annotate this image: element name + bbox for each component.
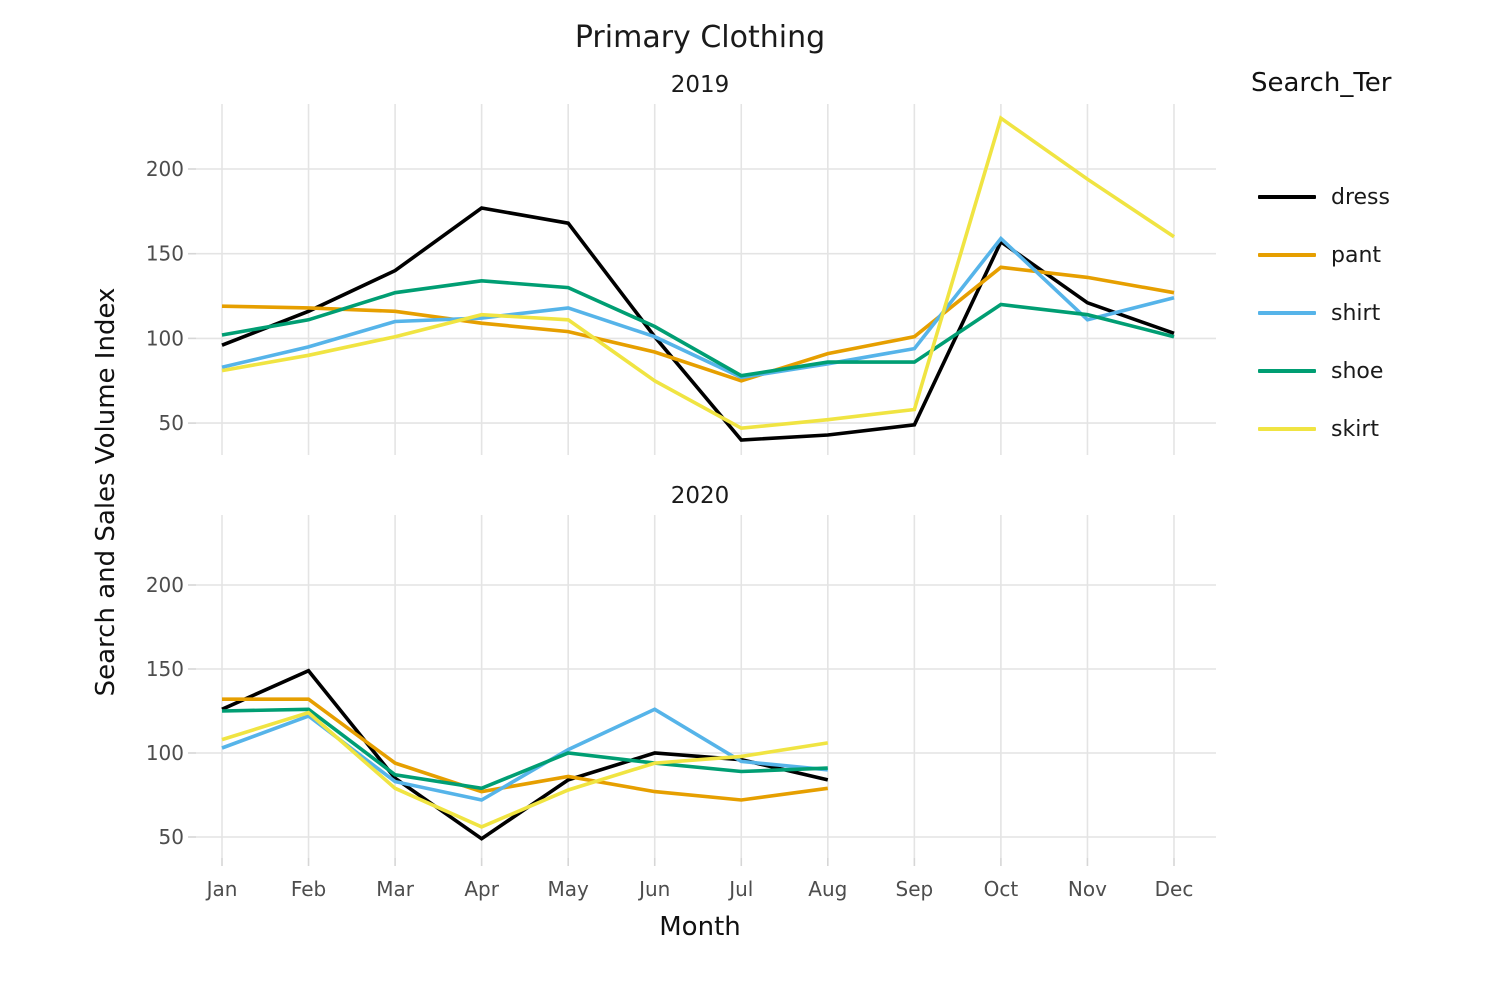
x-axis-tick-label: Jul — [727, 877, 753, 901]
x-axis-tick-label: Jun — [637, 877, 670, 901]
legend-swatch-skirt — [1258, 427, 1316, 431]
y-axis-tick-label: 200 — [146, 573, 184, 597]
x-axis-tick-label: Aug — [808, 877, 847, 901]
legend-item-pant: pant — [1258, 226, 1390, 284]
x-axis-title: Month — [659, 912, 741, 942]
legend-label: shoe — [1331, 358, 1384, 384]
series-line-shoe-2020 — [221, 707, 828, 791]
series-line-pant-2019 — [221, 265, 1175, 383]
x-axis-tick-label: Apr — [464, 877, 499, 901]
legend-title: Search_Ter — [1251, 68, 1392, 98]
legend-swatch-shoe — [1258, 369, 1316, 373]
x-axis-tick-label: Dec — [1155, 877, 1194, 901]
x-axis-tick-label: Sep — [896, 877, 934, 901]
x-axis-tick-label: May — [548, 877, 590, 901]
x-axis-tick-label: Nov — [1068, 877, 1107, 901]
legend-item-dress: dress — [1258, 168, 1390, 226]
legend-swatch-pant — [1258, 253, 1316, 257]
series-line-skirt-2020 — [221, 710, 829, 829]
legend-swatch-shirt — [1258, 311, 1316, 315]
legend-swatch-dress — [1258, 195, 1316, 199]
series-line-pant-2020 — [222, 697, 829, 802]
legend: dress pant shirt shoe skirt — [1258, 168, 1390, 458]
y-axis-tick-label: 150 — [146, 657, 184, 681]
y-axis-tick-label: 50 — [159, 825, 184, 849]
y-axis-tick-label: 100 — [146, 741, 184, 765]
facet-label-2019: 2019 — [670, 72, 730, 98]
y-axis-title: Search and Sales Volume Index — [91, 287, 121, 697]
facet-label-2020: 2020 — [670, 483, 730, 509]
x-axis-tick-label: Feb — [291, 877, 326, 901]
x-axis-tick-label: Oct — [984, 877, 1019, 901]
legend-item-shirt: shirt — [1258, 284, 1390, 342]
legend-label: pant — [1331, 242, 1382, 268]
series-line-skirt-2019 — [221, 115, 1175, 431]
x-axis-tick-label: Mar — [376, 877, 415, 901]
series-line-dress-2020 — [221, 668, 829, 841]
series-line-shoe-2019 — [221, 278, 1175, 378]
chart-title: Primary Clothing — [574, 20, 826, 55]
y-axis-tick-label: 100 — [146, 326, 184, 350]
legend-item-skirt: skirt — [1258, 400, 1390, 458]
legend-label: shirt — [1331, 300, 1381, 326]
series-line-shirt-2019 — [221, 235, 1175, 380]
legend-item-shoe: shoe — [1258, 342, 1390, 400]
x-axis-tick-label: Jan — [205, 877, 238, 901]
legend-label: skirt — [1331, 416, 1379, 442]
y-axis-tick-label: 200 — [146, 157, 184, 181]
series-line-shirt-2020 — [221, 707, 828, 802]
y-axis-tick-label: 50 — [159, 411, 184, 435]
y-axis-tick-label: 150 — [146, 242, 184, 266]
legend-label: dress — [1331, 184, 1390, 210]
